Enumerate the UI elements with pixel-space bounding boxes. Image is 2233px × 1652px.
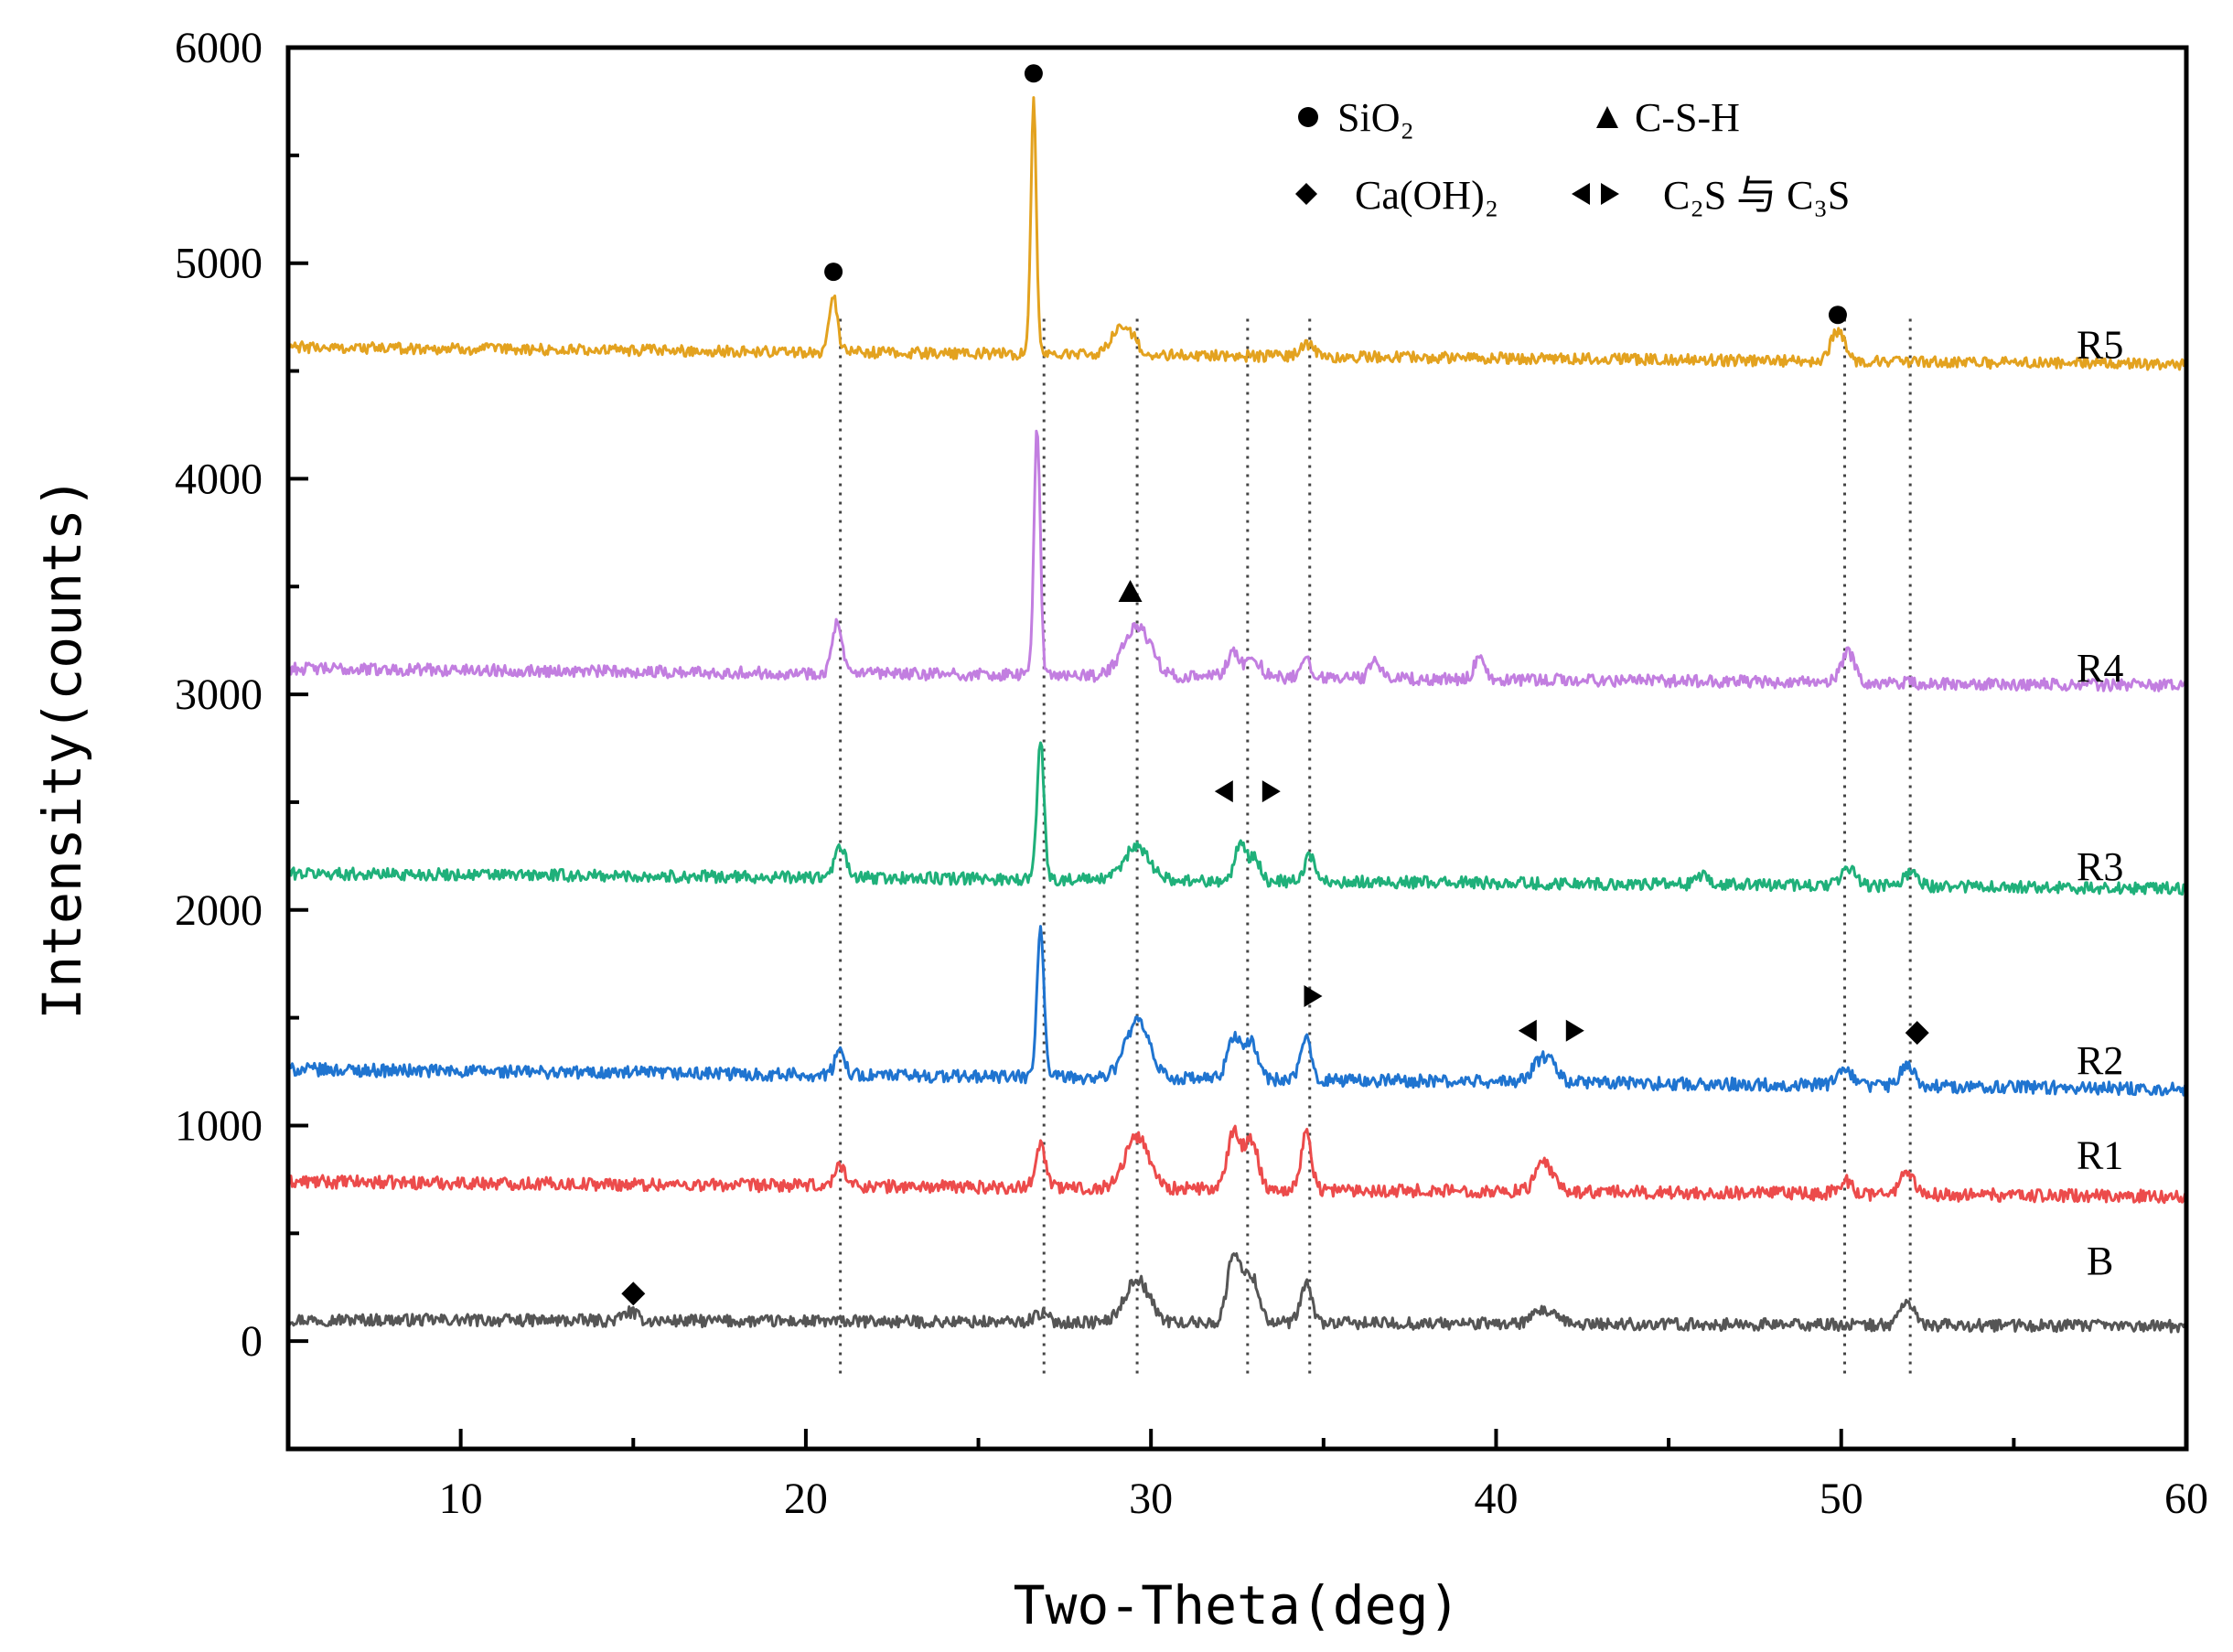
- x-tick-label: 20: [784, 1475, 828, 1523]
- y-tick-label: 4000: [175, 455, 263, 503]
- legend-label-sio2: SiO₂: [1337, 95, 1414, 140]
- y-tick-label: 2000: [175, 886, 263, 935]
- series-line-R3: [286, 741, 2187, 896]
- series-line-R1: [286, 1124, 2188, 1205]
- caoh2-marker: [621, 1282, 646, 1306]
- series-label-R1: R1: [2077, 1133, 2123, 1178]
- series-layer: B R1 R2 R3 R4 R5: [286, 96, 2188, 1334]
- legend-diamond-icon: [1295, 183, 1317, 205]
- c3s-marker: [1304, 985, 1323, 1008]
- legend-triangle-icon: [1596, 106, 1618, 128]
- x-axis-title: Two-Theta(deg): [1014, 1574, 1461, 1636]
- y-tick-label: 5000: [175, 240, 263, 288]
- sio2-marker: [1024, 64, 1043, 83]
- series-line-R4: [286, 429, 2188, 692]
- peak-markers: [621, 64, 1929, 1306]
- plot-frame: [285, 45, 2189, 1452]
- c2s-c3s-right-marker: [1565, 1019, 1584, 1042]
- series-label-B: B: [2087, 1239, 2113, 1283]
- series-label-R2: R2: [2077, 1038, 2123, 1083]
- sio2-marker: [1828, 306, 1847, 325]
- y-tick-label: 3000: [175, 670, 263, 719]
- x-tick-label: 40: [1474, 1475, 1518, 1523]
- legend-label-caoh2: Ca(OH)₂: [1355, 173, 1498, 218]
- y-axis-title: Intensity(counts): [31, 477, 93, 1020]
- series-label-R4: R4: [2077, 646, 2123, 691]
- c2s-c3s-left-marker: [1518, 1019, 1537, 1042]
- axis-ticks: [288, 153, 2016, 1449]
- legend-right-triangle-icon: [1601, 183, 1619, 205]
- series-line-R2: [286, 925, 2188, 1097]
- legend-left-triangle-icon: [1572, 183, 1590, 205]
- series-label-R3: R3: [2077, 844, 2123, 889]
- series-line-B: [286, 1252, 2188, 1334]
- y-tick-label: 0: [241, 1317, 263, 1366]
- y-tick-label: 1000: [175, 1101, 263, 1150]
- x-tick-label: 50: [1820, 1475, 1863, 1523]
- sio2-marker: [824, 263, 843, 282]
- legend: SiO₂ C-S-H Ca(OH)₂ C₂S 与 C₃S: [1295, 95, 1850, 218]
- csh-marker: [1118, 579, 1143, 602]
- x-tick-label: 60: [2164, 1475, 2208, 1523]
- legend-label-csh: C-S-H: [1635, 95, 1740, 140]
- axis-tick-labels: 10 20 30 40 50 60 0 1000 2000 3000 4000 5000 6000: [175, 24, 2208, 1523]
- x-tick-label: 30: [1129, 1475, 1173, 1523]
- legend-label-c2s-c3s: C₂S 与 C₃S: [1663, 173, 1850, 218]
- c2s-c3s-right-marker: [1261, 780, 1281, 803]
- legend-circle-icon: [1298, 107, 1318, 127]
- series-label-R5: R5: [2077, 322, 2123, 367]
- x-tick-label: 10: [439, 1475, 483, 1523]
- c2s-c3s-left-marker: [1214, 780, 1233, 803]
- reference-lines: [839, 315, 1912, 1374]
- y-tick-label: 6000: [175, 24, 263, 72]
- series-line-R5: [287, 96, 2188, 371]
- caoh2-marker: [1905, 1021, 1929, 1046]
